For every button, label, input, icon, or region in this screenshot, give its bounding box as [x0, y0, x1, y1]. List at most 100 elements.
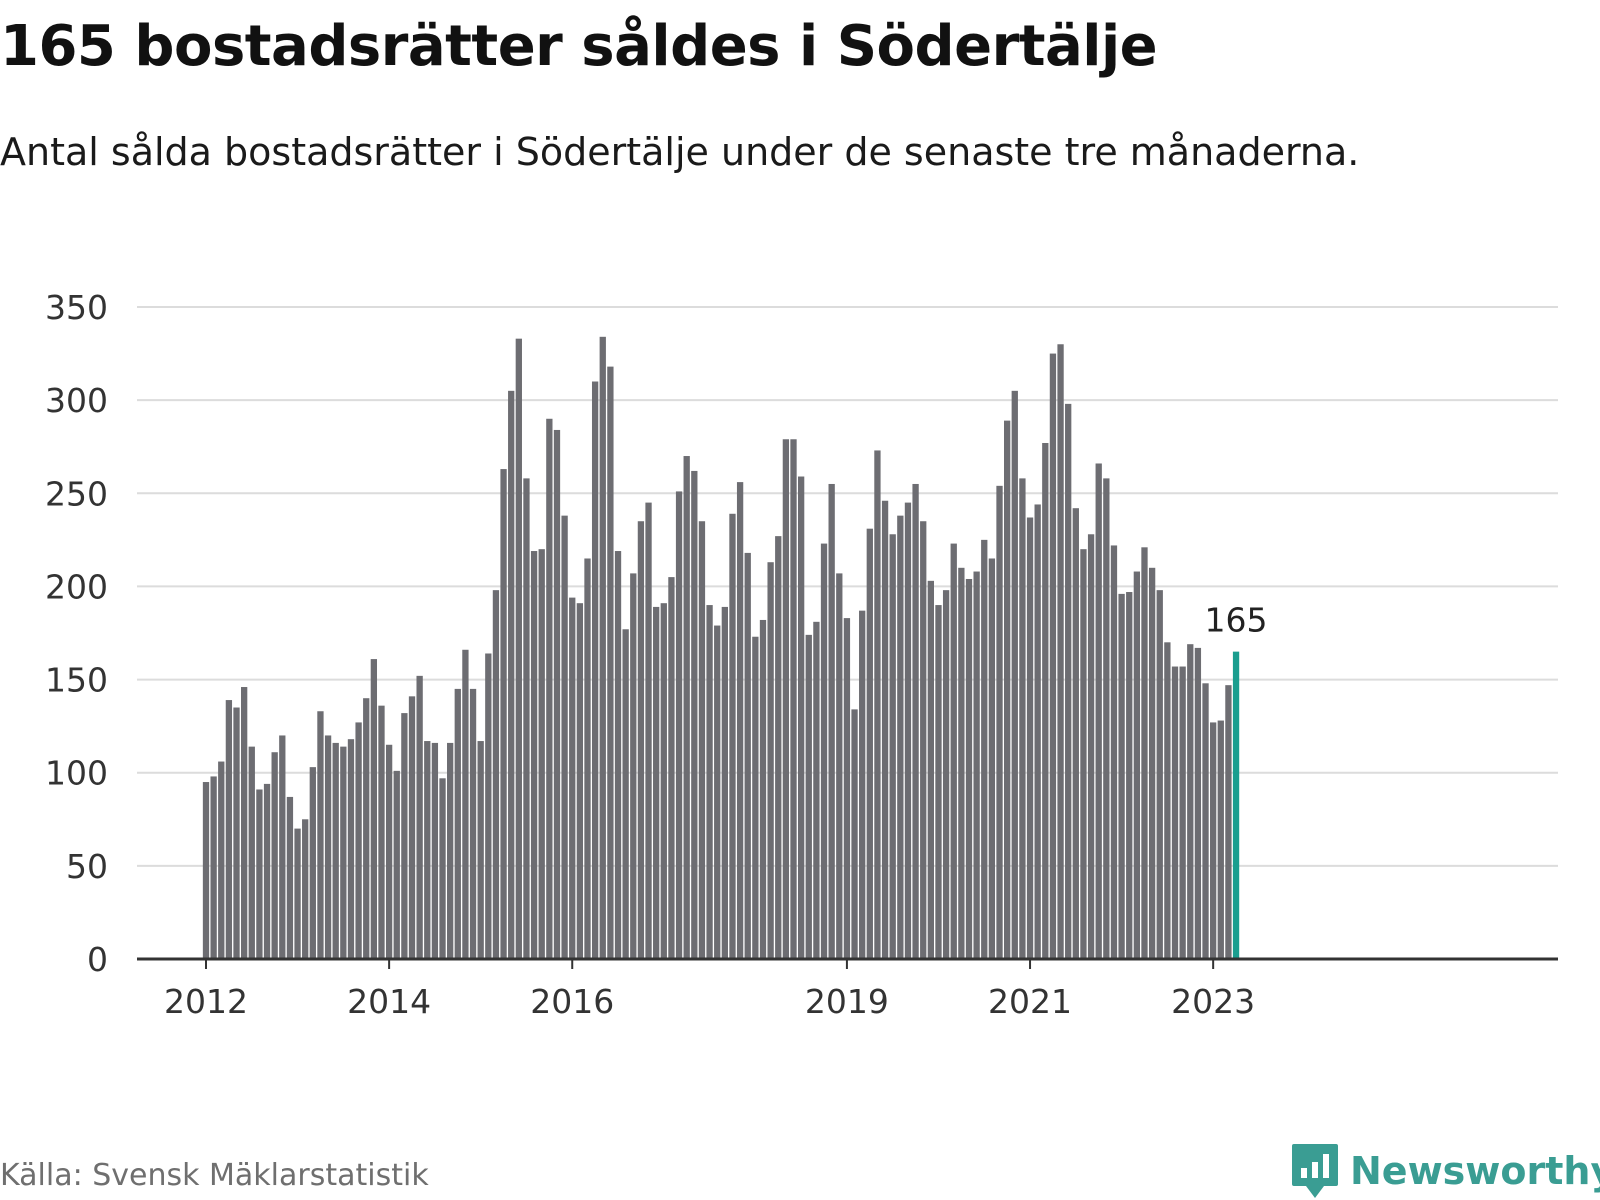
bar[interactable]: [210, 776, 217, 959]
bar[interactable]: [462, 649, 469, 959]
bar[interactable]: [675, 491, 683, 959]
bar[interactable]: [1126, 592, 1133, 959]
bar[interactable]: [836, 573, 843, 959]
bar[interactable]: [721, 606, 728, 959]
bar[interactable]: [630, 573, 637, 959]
bar[interactable]: [736, 482, 744, 959]
bar[interactable]: [668, 577, 675, 959]
bar[interactable]: [782, 439, 790, 959]
bar[interactable]: [553, 429, 561, 959]
bar[interactable]: [294, 828, 301, 959]
bar[interactable]: [820, 543, 828, 959]
bar[interactable]: [1164, 642, 1171, 959]
bar[interactable]: [797, 476, 805, 959]
bar[interactable]: [546, 418, 553, 959]
bar[interactable]: [477, 741, 484, 959]
brand-logo[interactable]: Newsworthy: [1290, 1142, 1600, 1200]
bar[interactable]: [881, 500, 889, 959]
bar[interactable]: [561, 515, 568, 959]
bar[interactable]: [790, 439, 797, 959]
bar[interactable]: [416, 675, 423, 959]
bar[interactable]: [1080, 549, 1087, 959]
bar[interactable]: [866, 528, 873, 959]
bar[interactable]: [1095, 463, 1102, 959]
bar[interactable]: [912, 483, 919, 959]
bar[interactable]: [591, 381, 599, 959]
bar[interactable]: [904, 502, 912, 959]
bar[interactable]: [1103, 478, 1110, 959]
bar[interactable]: [973, 571, 980, 959]
bar[interactable]: [1110, 545, 1118, 959]
bar[interactable]: [1179, 666, 1186, 959]
bar[interactable]: [698, 521, 706, 959]
bar[interactable]: [584, 558, 591, 959]
bar[interactable]: [645, 502, 652, 959]
bar[interactable]: [1141, 547, 1148, 959]
bar[interactable]: [1202, 683, 1209, 959]
bar[interactable]: [225, 700, 233, 959]
bar[interactable]: [958, 567, 965, 959]
bar[interactable]: [1171, 666, 1179, 959]
bar[interactable]: [340, 746, 347, 959]
bar[interactable]: [485, 653, 492, 959]
bar[interactable]: [637, 521, 645, 959]
bar[interactable]: [309, 767, 316, 959]
bar[interactable]: [241, 687, 248, 959]
bar[interactable]: [1194, 647, 1202, 959]
bar[interactable]: [965, 578, 973, 959]
bar[interactable]: [889, 534, 896, 959]
bar[interactable]: [431, 742, 439, 959]
bar[interactable]: [1049, 353, 1057, 959]
bar[interactable]: [355, 722, 362, 959]
bar[interactable]: [1004, 420, 1011, 959]
bar[interactable]: [385, 744, 393, 959]
bar[interactable]: [691, 470, 698, 959]
bar[interactable]: [996, 485, 1003, 959]
bar[interactable]: [851, 709, 858, 959]
bar[interactable]: [500, 469, 507, 959]
bar[interactable]: [1210, 722, 1217, 959]
bar[interactable]: [775, 536, 782, 959]
bar[interactable]: [752, 636, 759, 959]
bar[interactable]: [1217, 720, 1224, 959]
bar[interactable]: [508, 390, 515, 960]
bar[interactable]: [622, 629, 629, 959]
bar[interactable]: [813, 621, 820, 959]
bar[interactable]: [767, 562, 774, 959]
bar[interactable]: [981, 539, 988, 959]
bar[interactable]: [324, 735, 332, 959]
bar[interactable]: [828, 483, 835, 959]
bar[interactable]: [935, 605, 942, 959]
bar[interactable]: [256, 789, 263, 959]
bar[interactable]: [1225, 685, 1232, 959]
bar[interactable]: [492, 590, 500, 959]
bar[interactable]: [447, 742, 454, 959]
bar[interactable]: [706, 605, 713, 959]
bar[interactable]: [653, 606, 660, 959]
bar[interactable]: [942, 590, 950, 959]
bar[interactable]: [759, 619, 767, 959]
bar[interactable]: [454, 688, 461, 959]
bar[interactable]: [874, 450, 881, 959]
bar[interactable]: [920, 521, 927, 959]
bar[interactable]: [714, 625, 721, 959]
bar[interactable]: [614, 551, 622, 959]
bar[interactable]: [988, 558, 996, 959]
bar[interactable]: [1133, 571, 1141, 959]
bar[interactable]: [202, 782, 210, 959]
bar[interactable]: [469, 688, 477, 959]
bar[interactable]: [1148, 567, 1156, 959]
bar-highlighted[interactable]: [1232, 651, 1240, 959]
bar[interactable]: [393, 770, 400, 959]
bar[interactable]: [530, 551, 538, 959]
bar[interactable]: [286, 796, 294, 959]
bar[interactable]: [401, 713, 408, 959]
bar[interactable]: [950, 543, 957, 959]
bar[interactable]: [805, 634, 812, 959]
bar[interactable]: [1011, 390, 1018, 960]
bar[interactable]: [927, 580, 934, 959]
bar[interactable]: [1042, 442, 1049, 959]
bar[interactable]: [897, 515, 904, 959]
bar[interactable]: [363, 698, 370, 959]
bar[interactable]: [1072, 508, 1079, 959]
